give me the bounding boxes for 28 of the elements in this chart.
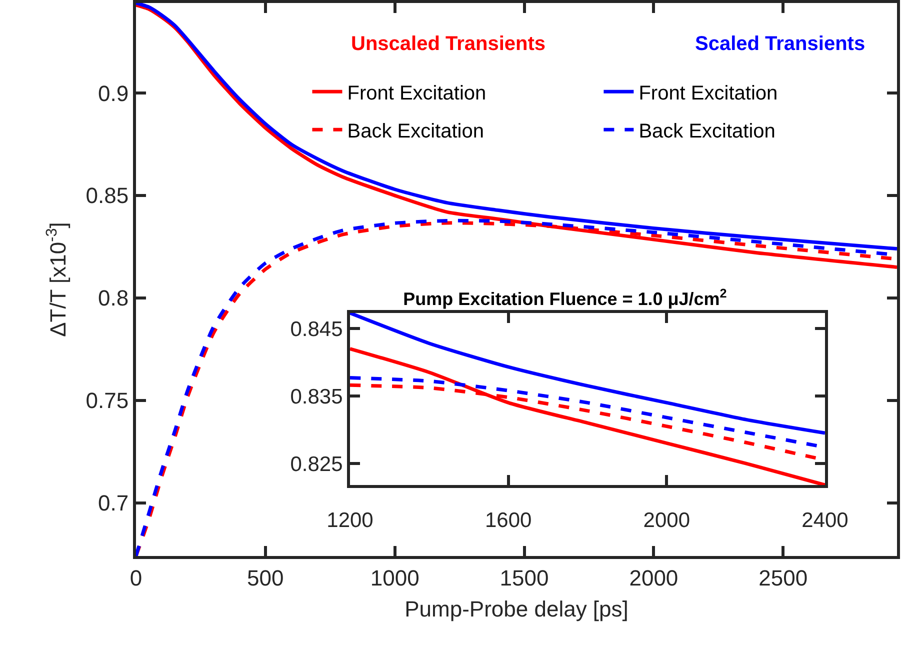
x-tick-label: 2500 [758,565,808,590]
x-tick-label: 0 [130,565,142,590]
line-series [350,347,825,485]
y-tick-label: 0.85 [86,183,129,208]
legend-label: Front Excitation [638,82,778,104]
y-tick-label: 0.835 [290,385,343,408]
line-series [350,313,825,435]
legend-label: Back Excitation [638,120,776,142]
y-tick-label: 0.9 [98,80,129,106]
x-tick-label: 2000 [643,509,690,532]
x-axis-title: Pump-Probe delay [ps] [404,596,628,622]
chart-title: Pump Excitation Fluence = 1.0 μJ/cm$^{2}$ [403,286,727,309]
x-tick-label: 2000 [629,565,678,590]
x-tick-label: 1200 [326,509,374,532]
x-tick-label: 2400 [802,509,848,532]
y-tick-label: 0.7 [98,490,129,516]
legend-label: Front Excitation [347,82,486,104]
annotation: Scaled Transients [695,33,866,55]
x-tick-label: 1000 [370,565,420,590]
x-tick-label: 1600 [484,509,532,532]
y-tick-label: 0.8 [98,286,129,311]
x-tick-label: 500 [247,565,284,590]
y-tick-label: 0.825 [290,452,343,476]
legend-label: Back Excitation [347,120,484,142]
y-tick-label: 0.75 [86,388,129,414]
y-tick-label: 0.845 [290,318,343,341]
x-tick-label: 1500 [500,565,549,590]
annotation: Unscaled Transients [351,33,546,55]
